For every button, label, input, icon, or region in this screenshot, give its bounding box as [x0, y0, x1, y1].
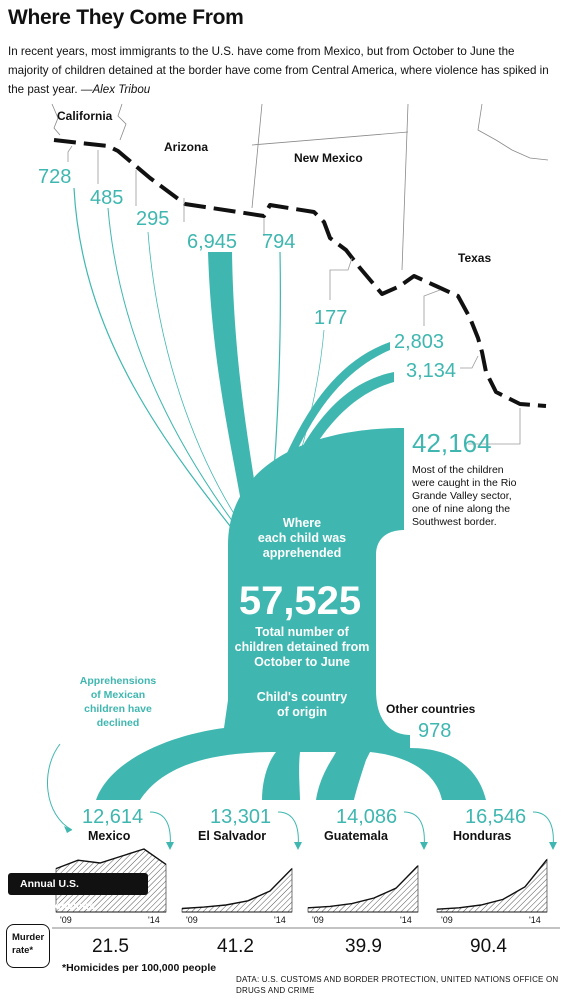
- svg-text:declined: declined: [97, 717, 140, 729]
- sparkline-start-label: '09: [441, 915, 453, 925]
- note-line: Grande Valley sector,: [412, 490, 512, 502]
- sparkline-start-label: '09: [312, 915, 324, 925]
- svg-text:Total number of: Total number of: [255, 625, 349, 639]
- sparkline-line-mexico: [55, 848, 167, 870]
- svg-text:Child's country: Child's country: [257, 690, 348, 704]
- sector-295-value: 295: [136, 208, 169, 230]
- sector-3134-value: 3,134: [406, 360, 456, 382]
- murder-rate-guatemala: 39.9: [345, 936, 382, 957]
- note-line: Most of the children: [412, 464, 504, 476]
- note-line: Southwest border.: [412, 516, 497, 528]
- footnote: *Homicides per 100,000 people: [62, 962, 217, 974]
- rio-grande-note: Most of the children were caught in the R…: [411, 464, 517, 528]
- sparkline-end-label: '14: [148, 915, 160, 925]
- sector-728-value: 728: [38, 166, 71, 188]
- state-texas: Texas: [458, 251, 491, 265]
- origin-label: Child's country of origin: [257, 690, 348, 719]
- mexico-note-arrowhead: [64, 826, 72, 833]
- intro-body: In recent years, most immigrants to the …: [8, 45, 549, 96]
- sparkline-end-label: '14: [400, 915, 412, 925]
- sparkline-honduras: [436, 858, 548, 913]
- country-value-el-salvador: 13,301: [210, 806, 271, 828]
- total-caption: Total number of children detained from O…: [235, 625, 370, 669]
- murder-rate-honduras: 90.4: [470, 936, 507, 957]
- country-value-guatemala: 14,086: [336, 806, 397, 828]
- california-outline: [51, 103, 61, 136]
- note-line: one of nine along the: [412, 503, 510, 515]
- murder-rate-mexico: 21.5: [92, 936, 129, 957]
- apprehension-label: Where each child was apprehended: [258, 516, 346, 560]
- leader-lines: [67, 145, 521, 445]
- annual-apprehensions-label: Annual U.S. apprehensions: [8, 873, 148, 912]
- page-title: Where They Come From: [8, 6, 244, 29]
- texas-outline: [477, 103, 549, 161]
- sparkline-guatemala: [307, 864, 419, 913]
- svg-text:Apprehensions: Apprehensions: [80, 675, 157, 687]
- sector-2803-value: 2,803: [394, 331, 444, 353]
- sparkline-end-label: '14: [274, 915, 286, 925]
- country-value-mexico: 12,614: [82, 806, 143, 828]
- mexico-note-arrow: [47, 743, 73, 831]
- sparkline-start-label: '09: [186, 915, 198, 925]
- sector-794-value: 794: [262, 231, 295, 253]
- sector-labels: 728 485 295 6,945 794 177 2,803 3,134 42…: [38, 166, 492, 458]
- border-line: [53, 138, 547, 408]
- arizona-outline: [117, 103, 127, 141]
- country-name-mexico: Mexico: [88, 829, 131, 843]
- trend-arrowhead: [294, 842, 302, 850]
- svg-text:children detained from: children detained from: [235, 640, 370, 654]
- other-countries-value: 978: [418, 720, 451, 742]
- svg-text:children have: children have: [84, 703, 152, 715]
- svg-text:of Mexican: of Mexican: [91, 689, 145, 701]
- country-name-honduras: Honduras: [453, 829, 511, 843]
- total-value: 57,525: [239, 579, 361, 623]
- new-mexico-outline: [251, 103, 409, 271]
- sparkline-end-label: '14: [529, 915, 541, 925]
- trend-arrowhead: [420, 842, 428, 850]
- note-line: were caught in the Rio: [411, 477, 517, 489]
- flow-728: [73, 187, 246, 546]
- svg-text:October to June: October to June: [254, 655, 350, 669]
- state-new-mexico: New Mexico: [294, 151, 363, 165]
- svg-text:of origin: of origin: [277, 705, 327, 719]
- sparkline-line-el-salvador: [181, 868, 293, 910]
- source-credit: Data: U.S. Customs and Border Protection…: [236, 975, 559, 995]
- sector-6945-value: 6,945: [187, 231, 237, 253]
- state-california: California: [57, 109, 113, 123]
- svg-text:each child was: each child was: [258, 531, 346, 545]
- sparkline-line-honduras: [436, 859, 548, 910]
- country-name-guatemala: Guatemala: [324, 829, 389, 843]
- murder-rate-label: Murder rate*: [6, 924, 50, 968]
- byline: —Alex Tribou: [80, 83, 151, 96]
- sector-485-value: 485: [90, 187, 123, 209]
- sector-177-value: 177: [314, 307, 347, 329]
- flow-485: [107, 207, 251, 546]
- other-countries-label: Other countries: [386, 702, 476, 716]
- main-trunk: [96, 428, 486, 800]
- svg-text:Where: Where: [283, 516, 321, 530]
- murder-rate-el-salvador: 41.2: [217, 936, 254, 957]
- flow-6945: [208, 252, 264, 545]
- state-arizona: Arizona: [164, 140, 208, 154]
- trend-arrowhead: [166, 842, 174, 850]
- country-name-el-salvador: El Salvador: [198, 829, 266, 843]
- intro-text: In recent years, most immigrants to the …: [8, 42, 556, 99]
- sector-42164-value: 42,164: [412, 428, 492, 458]
- state-outlines: [51, 103, 549, 271]
- svg-text:apprehended: apprehended: [263, 546, 342, 560]
- sparkline-line-guatemala: [307, 865, 419, 909]
- mexico-note: Apprehensions of Mexican children have d…: [80, 675, 157, 729]
- trend-arrowhead: [549, 842, 557, 850]
- sparkline-el-salvador: [181, 867, 293, 913]
- sparkline-start-label: '09: [60, 915, 72, 925]
- country-value-honduras: 16,546: [465, 806, 526, 828]
